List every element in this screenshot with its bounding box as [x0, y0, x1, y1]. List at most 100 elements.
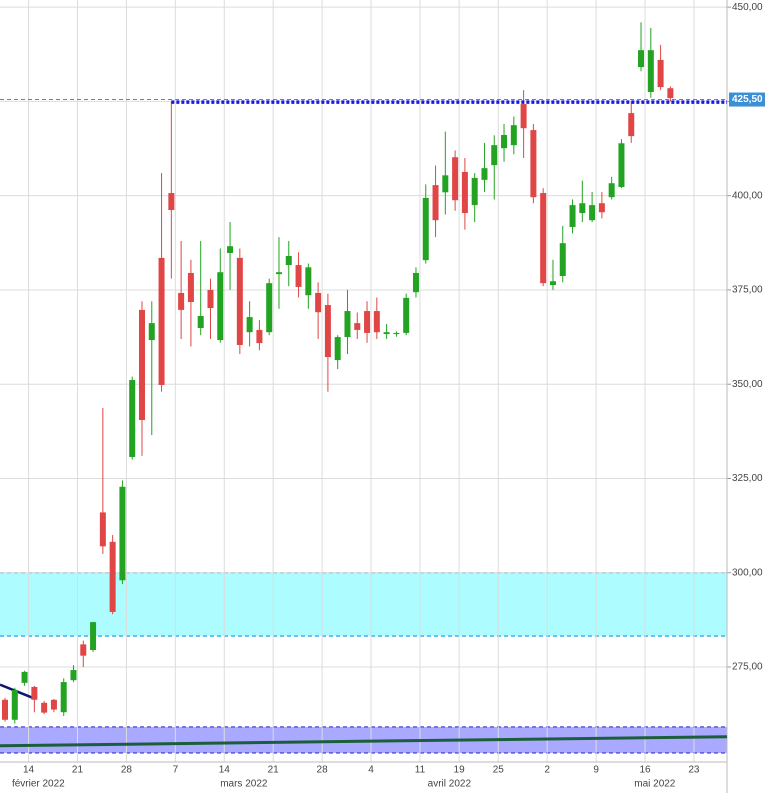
candle-body [285, 256, 292, 266]
candle-body [354, 323, 361, 330]
x-tick-label: 16 [639, 765, 651, 776]
candle-body [364, 311, 371, 333]
price-tag-label: 425,50 [732, 94, 763, 105]
candle-body [148, 323, 155, 341]
candle-body [168, 193, 175, 211]
y-tick-label: 325,00 [732, 473, 763, 484]
y-tick-label: 275,00 [732, 662, 763, 673]
x-tick-label: 7 [173, 765, 179, 776]
zone [0, 572, 727, 637]
x-tick-label: 9 [593, 765, 599, 776]
y-tick-label: 375,00 [732, 285, 763, 296]
candle-body [491, 145, 498, 166]
candle-body [403, 297, 410, 333]
candle-body [461, 171, 468, 214]
month-label: avril 2022 [428, 779, 472, 790]
candle-body [501, 134, 508, 149]
candle-body [158, 257, 165, 385]
candle-body [60, 682, 67, 713]
x-tick-label: 4 [368, 765, 374, 776]
candle-body [50, 699, 57, 710]
candle-body [598, 203, 605, 213]
candle-body [383, 332, 390, 335]
y-tick-label: 350,00 [732, 379, 763, 390]
candle-body [197, 315, 204, 329]
candle-body [442, 175, 449, 193]
x-tick-label: 14 [219, 765, 231, 776]
candle-body [579, 203, 586, 214]
y-tick-label: 400,00 [732, 190, 763, 201]
candle-body [99, 512, 106, 547]
candle-body [178, 292, 185, 310]
candle-body [31, 686, 38, 700]
candle-body [559, 243, 566, 276]
candle-body [481, 168, 488, 180]
candle-body [569, 205, 576, 227]
candle-body [305, 267, 312, 296]
month-label: février 2022 [12, 779, 65, 790]
candle-body [266, 283, 273, 333]
trend-line [0, 735, 728, 748]
candle-body [217, 272, 224, 341]
candle-body [618, 143, 625, 188]
candle-body [246, 317, 253, 333]
candle-body [109, 541, 116, 612]
candle-body [510, 125, 517, 146]
candle-body [608, 183, 615, 198]
candle-body [70, 670, 77, 681]
x-tick-label: 2 [544, 765, 550, 776]
candle-body [393, 332, 400, 335]
candle-body [11, 689, 18, 720]
candle-body [530, 130, 537, 198]
candle-body [21, 671, 28, 683]
x-tick-label: 19 [454, 765, 466, 776]
candle-body [236, 257, 243, 345]
y-tick-label: 300,00 [732, 567, 763, 578]
candle-body [2, 699, 8, 720]
month-label: mai 2022 [634, 779, 676, 790]
candle-body [589, 205, 596, 221]
x-tick-label: 28 [317, 765, 329, 776]
candle-body [275, 272, 282, 275]
month-label: mars 2022 [220, 779, 268, 790]
price-tag [729, 92, 765, 107]
candle-body [647, 50, 654, 92]
candle-body [90, 622, 97, 651]
candle-body [295, 265, 302, 287]
x-tick-label: 21 [72, 765, 84, 776]
y-tick-label: 450,00 [732, 2, 763, 13]
candle-body [422, 197, 429, 261]
candle-body [227, 246, 234, 253]
candle-body [638, 50, 645, 68]
x-tick-label: 14 [23, 765, 35, 776]
candle-body [540, 193, 547, 284]
candle-body [129, 380, 136, 457]
candle-body [412, 272, 419, 293]
candle-body [344, 311, 351, 338]
candle-body [452, 157, 459, 201]
candle-body [667, 88, 674, 99]
candle-body [119, 486, 126, 581]
candle-body [138, 309, 145, 421]
candle-body [324, 305, 331, 358]
candle-body [628, 113, 635, 137]
x-tick-label: 25 [493, 765, 505, 776]
candle-body [549, 281, 556, 286]
candle-body [373, 311, 380, 333]
x-tick-label: 21 [268, 765, 280, 776]
candle-body [432, 185, 439, 221]
x-tick-label: 23 [688, 765, 700, 776]
candle-body [657, 59, 664, 88]
candle-body [80, 644, 87, 656]
candle-body [207, 289, 214, 309]
candle-body [256, 329, 263, 344]
candle-body [187, 272, 194, 303]
candle-body [315, 292, 322, 313]
candle-body [471, 177, 478, 206]
candle-body [41, 702, 48, 713]
candle-body [334, 337, 341, 361]
x-tick-label: 28 [121, 765, 133, 776]
candle-body [520, 104, 527, 129]
x-tick-label: 11 [415, 765, 426, 776]
